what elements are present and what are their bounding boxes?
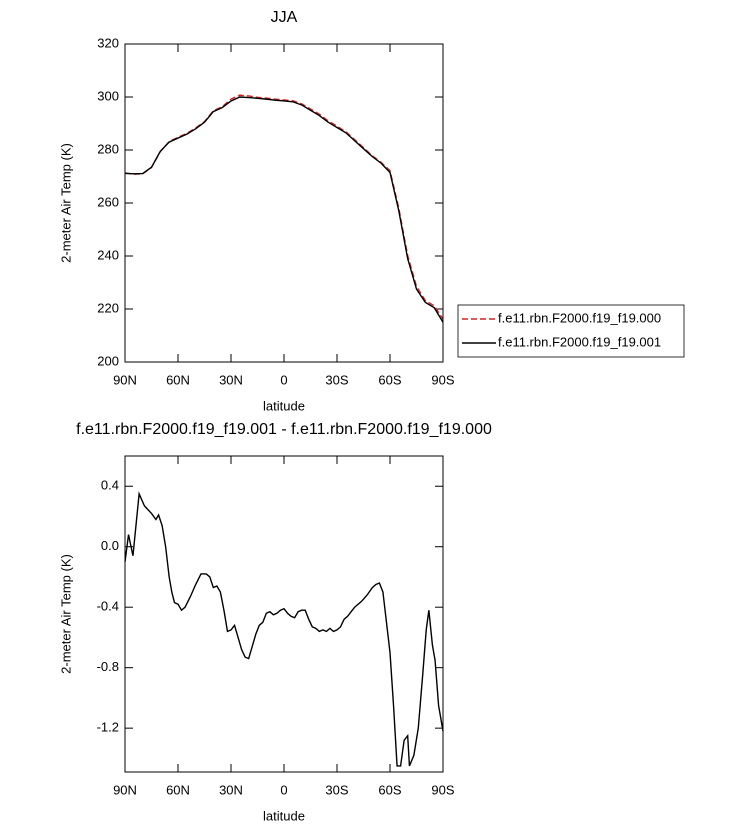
plot-frame <box>124 43 444 363</box>
x-tick-label: 90N <box>113 782 137 797</box>
x-tick-label: 30S <box>325 372 348 387</box>
y-tick-label: -0.8 <box>97 659 119 674</box>
x-tick-label: 90S <box>431 782 454 797</box>
x-tick-label: 60S <box>378 782 401 797</box>
legend-box <box>457 304 685 358</box>
data-line <box>124 96 444 323</box>
x-tick-label: 60N <box>166 782 190 797</box>
plot-frame <box>124 455 444 773</box>
x-tick-label: 90N <box>113 372 137 387</box>
x-tick-label: 0 <box>280 782 287 797</box>
chart-title: f.e11.rbn.F2000.f19_f19.001 - f.e11.rbn.… <box>76 421 492 438</box>
y-axis-label: 2-meter Air Temp (K) <box>58 554 73 674</box>
x-tick-label: 90S <box>431 372 454 387</box>
x-tick-label: 30N <box>219 782 243 797</box>
y-tick-label: 320 <box>97 35 119 50</box>
x-tick-label: 60N <box>166 372 190 387</box>
x-tick-label: 0 <box>280 372 287 387</box>
x-tick-label: 60S <box>378 372 401 387</box>
y-tick-label: 240 <box>97 247 119 262</box>
y-tick-label: 0.4 <box>101 478 119 493</box>
y-tick-label: 280 <box>97 141 119 156</box>
y-tick-label: 220 <box>97 300 119 315</box>
y-tick-label: -1.2 <box>97 720 119 735</box>
y-tick-label: 0.0 <box>101 538 119 553</box>
legend-label: f.e11.rbn.F2000.f19_f19.000 <box>498 310 661 325</box>
y-tick-label: 260 <box>97 194 119 209</box>
y-axis-label: 2-meter Air Temp (K) <box>58 143 73 263</box>
y-tick-label: -0.4 <box>97 599 119 614</box>
y-tick-label: 300 <box>97 88 119 103</box>
x-tick-label: 30N <box>219 372 243 387</box>
x-axis-label: latitude <box>263 398 305 413</box>
y-tick-label: 200 <box>97 353 119 368</box>
x-axis-label: latitude <box>263 808 305 823</box>
data-line <box>124 94 444 320</box>
data-line <box>124 491 444 767</box>
chart-title: JJA <box>271 9 298 26</box>
legend-label: f.e11.rbn.F2000.f19_f19.001 <box>498 334 661 349</box>
x-tick-label: 30S <box>325 782 348 797</box>
